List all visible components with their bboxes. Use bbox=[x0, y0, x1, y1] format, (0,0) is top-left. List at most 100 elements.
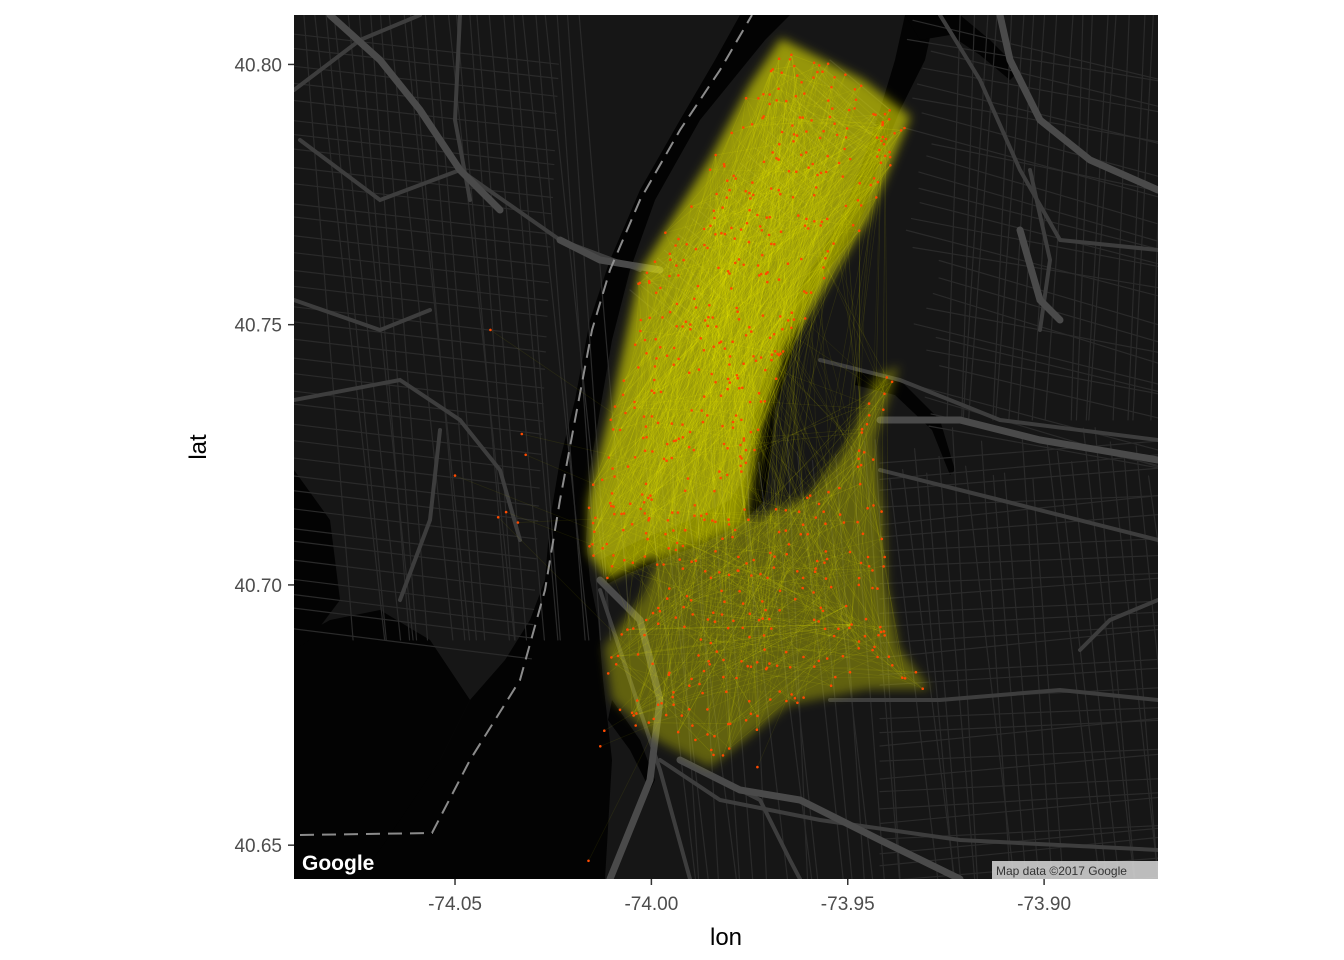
station-point[interactable] bbox=[751, 181, 754, 184]
station-point[interactable] bbox=[722, 658, 725, 662]
station-point[interactable] bbox=[668, 252, 672, 256]
station-point[interactable] bbox=[853, 107, 856, 110]
station-point[interactable] bbox=[623, 558, 626, 562]
station-point[interactable] bbox=[883, 112, 887, 116]
station-point[interactable] bbox=[715, 192, 718, 196]
station-point[interactable] bbox=[779, 192, 782, 196]
station-point[interactable] bbox=[652, 391, 656, 395]
station-point[interactable] bbox=[616, 654, 620, 658]
station-point[interactable] bbox=[685, 243, 688, 246]
station-point[interactable] bbox=[799, 153, 803, 157]
station-point[interactable] bbox=[807, 166, 810, 169]
station-point[interactable] bbox=[646, 537, 649, 541]
station-point[interactable] bbox=[769, 69, 773, 73]
station-point[interactable] bbox=[609, 501, 612, 505]
station-point[interactable] bbox=[779, 315, 782, 318]
station-point[interactable] bbox=[827, 490, 830, 494]
station-point[interactable] bbox=[714, 233, 717, 236]
station-point[interactable] bbox=[773, 349, 777, 353]
station-point[interactable] bbox=[759, 356, 763, 359]
station-point[interactable] bbox=[708, 303, 711, 307]
station-point[interactable] bbox=[639, 507, 642, 511]
station-point[interactable] bbox=[749, 197, 752, 200]
station-point[interactable] bbox=[714, 153, 717, 157]
station-point[interactable] bbox=[671, 511, 674, 514]
station-point[interactable] bbox=[857, 640, 861, 643]
station-point[interactable] bbox=[805, 130, 808, 133]
station-point[interactable] bbox=[733, 237, 736, 240]
station-point[interactable] bbox=[770, 353, 774, 357]
station-point[interactable] bbox=[817, 659, 821, 663]
station-point[interactable] bbox=[647, 721, 651, 724]
station-point[interactable] bbox=[645, 435, 648, 439]
station-point[interactable] bbox=[654, 291, 658, 295]
station-point[interactable] bbox=[772, 566, 776, 569]
station-point[interactable] bbox=[786, 319, 790, 322]
station-point[interactable] bbox=[706, 324, 710, 328]
station-point[interactable] bbox=[864, 617, 868, 621]
station-point[interactable] bbox=[876, 155, 879, 158]
station-point[interactable] bbox=[732, 619, 735, 623]
station-point[interactable] bbox=[712, 345, 715, 349]
station-point[interactable] bbox=[805, 217, 808, 221]
station-point[interactable] bbox=[694, 247, 698, 251]
station-point[interactable] bbox=[889, 164, 892, 167]
station-point[interactable] bbox=[496, 516, 500, 519]
station-point[interactable] bbox=[748, 208, 751, 212]
station-point[interactable] bbox=[712, 209, 716, 213]
station-point[interactable] bbox=[808, 494, 812, 497]
station-point[interactable] bbox=[822, 276, 826, 280]
station-point[interactable] bbox=[675, 541, 679, 545]
station-point[interactable] bbox=[739, 443, 742, 447]
station-point[interactable] bbox=[803, 224, 807, 227]
station-point[interactable] bbox=[858, 482, 862, 486]
station-point[interactable] bbox=[731, 426, 735, 430]
station-point[interactable] bbox=[830, 85, 833, 89]
station-point[interactable] bbox=[795, 170, 798, 173]
station-point[interactable] bbox=[759, 272, 763, 276]
station-point[interactable] bbox=[875, 196, 878, 199]
station-point[interactable] bbox=[668, 671, 671, 675]
station-point[interactable] bbox=[694, 738, 697, 742]
station-point[interactable] bbox=[857, 583, 861, 587]
station-point[interactable] bbox=[857, 229, 861, 232]
station-point[interactable] bbox=[778, 589, 782, 593]
station-point[interactable] bbox=[787, 543, 791, 546]
station-point[interactable] bbox=[742, 263, 745, 267]
station-point[interactable] bbox=[699, 514, 703, 517]
station-point[interactable] bbox=[838, 486, 841, 490]
station-point[interactable] bbox=[681, 567, 685, 570]
station-point[interactable] bbox=[677, 274, 680, 277]
station-point[interactable] bbox=[891, 664, 894, 667]
station-point[interactable] bbox=[635, 699, 639, 702]
station-point[interactable] bbox=[844, 204, 848, 208]
station-point[interactable] bbox=[651, 611, 655, 615]
station-point[interactable] bbox=[711, 316, 714, 319]
station-point[interactable] bbox=[657, 606, 660, 610]
station-point[interactable] bbox=[781, 327, 784, 331]
station-point[interactable] bbox=[792, 140, 795, 143]
station-point[interactable] bbox=[683, 489, 687, 493]
station-point[interactable] bbox=[600, 478, 604, 482]
station-point[interactable] bbox=[489, 328, 492, 332]
station-point[interactable] bbox=[644, 531, 648, 535]
station-point[interactable] bbox=[884, 137, 888, 141]
station-point[interactable] bbox=[688, 684, 691, 687]
station-point[interactable] bbox=[792, 318, 796, 321]
station-point[interactable] bbox=[850, 623, 853, 626]
station-point[interactable] bbox=[874, 113, 877, 117]
station-point[interactable] bbox=[857, 647, 861, 650]
station-point[interactable] bbox=[706, 246, 709, 250]
station-point[interactable] bbox=[652, 378, 656, 382]
station-point[interactable] bbox=[777, 87, 780, 91]
station-point[interactable] bbox=[732, 174, 735, 178]
station-point[interactable] bbox=[777, 188, 780, 192]
station-point[interactable] bbox=[771, 151, 774, 154]
station-point[interactable] bbox=[621, 393, 625, 397]
station-point[interactable] bbox=[645, 271, 649, 275]
station-point[interactable] bbox=[796, 701, 799, 705]
station-point[interactable] bbox=[709, 224, 712, 228]
station-point[interactable] bbox=[702, 395, 706, 398]
station-point[interactable] bbox=[723, 347, 727, 350]
station-point[interactable] bbox=[872, 504, 875, 507]
